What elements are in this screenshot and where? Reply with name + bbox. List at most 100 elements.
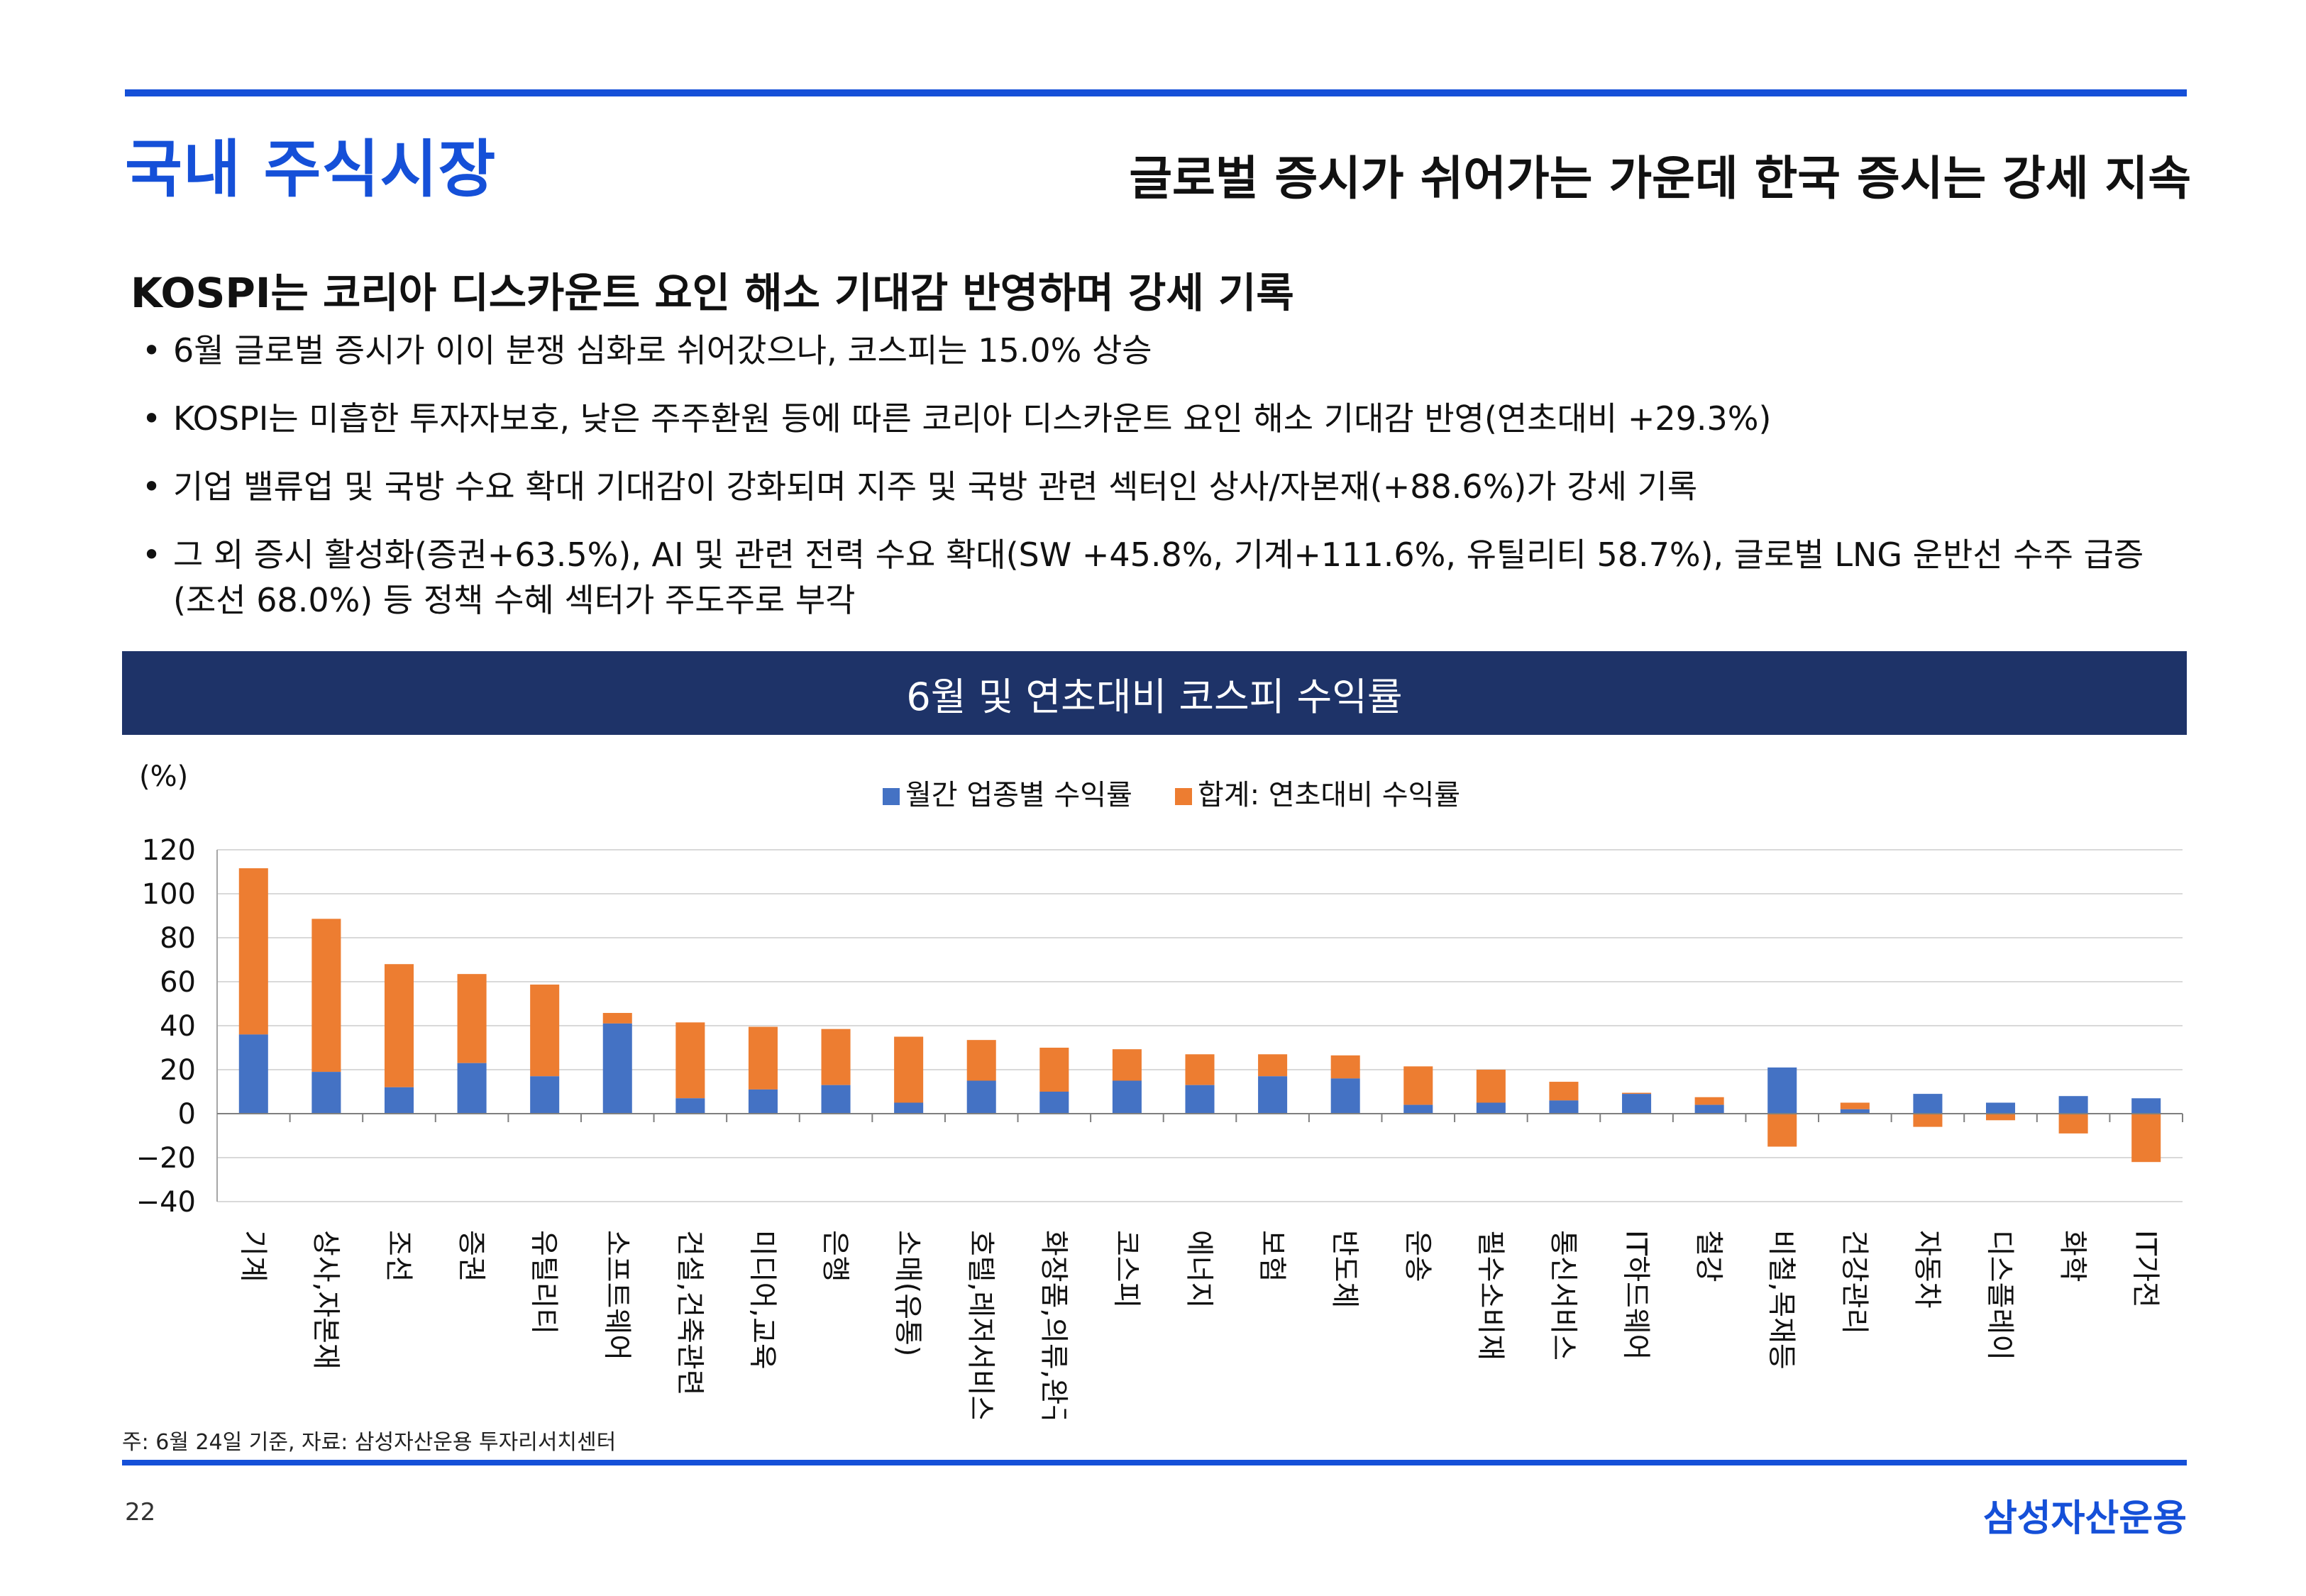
bar-monthly xyxy=(675,1098,705,1114)
bar-monthly xyxy=(1986,1102,2016,1114)
x-category-label: 통신서비스 xyxy=(1547,1230,1579,1361)
bar-ytd xyxy=(2131,1114,2161,1163)
bar-monthly xyxy=(1039,1092,1069,1114)
bullet-item: 기업 밸류업 및 국방 수요 확대 기대감이 강화되며 지주 및 국방 관련 섹… xyxy=(142,464,2185,509)
bullet-item: 그 외 증시 활성화(증권+63.5%), AI 및 관련 전력 수요 확대(S… xyxy=(142,532,2185,623)
y-tick-label: −40 xyxy=(136,1186,196,1219)
x-category-label: 은행 xyxy=(819,1230,851,1282)
bar-ytd xyxy=(894,1036,924,1103)
y-tick-label: 20 xyxy=(160,1054,196,1087)
x-category-label: 비철,목재등 xyxy=(1765,1230,1798,1370)
bar-ytd xyxy=(238,868,268,1035)
bar-monthly xyxy=(1549,1100,1579,1114)
bar-ytd xyxy=(602,1013,632,1024)
bar-monthly xyxy=(1840,1109,1870,1114)
returns-chart: 120 100 80 60 40 20 0 −20 −40 기계 상사,자본재 조선 증권 유틸리티 소프… xyxy=(136,760,2183,1419)
bar-monthly xyxy=(2058,1096,2088,1114)
bar-ytd xyxy=(1185,1054,1215,1085)
x-category-label: 상사,자본재 xyxy=(309,1230,342,1370)
bar-monthly xyxy=(1622,1094,1652,1114)
y-tick-label: −20 xyxy=(136,1142,196,1175)
y-tick-label: 120 xyxy=(142,834,196,867)
y-tick-label: 100 xyxy=(142,878,196,911)
bar-monthly xyxy=(821,1085,851,1114)
x-category-label: IT하드웨어 xyxy=(1620,1230,1653,1360)
bar-ytd xyxy=(311,919,341,1073)
bar-ytd xyxy=(1403,1066,1433,1105)
y-tick-labels: 120 100 80 60 40 20 0 −20 −40 xyxy=(136,834,196,1219)
legend-swatch-ytd xyxy=(1175,788,1192,805)
bar-monthly xyxy=(1476,1102,1506,1114)
subheading: KOSPI는 코리아 디스카운트 요인 해소 기대감 반영하며 강세 기록 xyxy=(131,269,1294,317)
legend-swatch-monthly xyxy=(883,788,900,805)
x-category-label: 건설,건축관련 xyxy=(673,1230,706,1396)
bar-monthly xyxy=(1258,1076,1288,1114)
bar-monthly xyxy=(1694,1104,1724,1114)
x-category-label: 디스플레이 xyxy=(1984,1230,2017,1361)
x-category-label: IT가전 xyxy=(2129,1230,2162,1308)
bar-ytd xyxy=(748,1026,778,1090)
bar-ytd xyxy=(1840,1102,1870,1109)
y-tick-label: 80 xyxy=(160,922,196,955)
x-category-label: 소프트웨어 xyxy=(600,1230,633,1361)
x-category-label: 유틸리티 xyxy=(528,1230,561,1334)
bullet-list: 6월 글로벌 증시가 이이 분쟁 심화로 쉬어갔으나, 코스피는 15.0% 상… xyxy=(142,328,2185,645)
y-tick-label: 0 xyxy=(178,1098,196,1131)
brand-logo: 삼성자산운용 xyxy=(1982,1497,2187,1540)
bar-ytd xyxy=(1694,1097,1724,1105)
x-category-label: 보험 xyxy=(1256,1230,1289,1282)
bar-monthly xyxy=(1767,1067,1797,1114)
bar-monthly xyxy=(602,1023,632,1114)
bar-ytd xyxy=(530,985,560,1077)
bar-monthly xyxy=(384,1087,414,1114)
bar-ytd xyxy=(1986,1114,2016,1121)
bar-ytd xyxy=(675,1022,705,1099)
bar-monthly xyxy=(966,1080,996,1114)
bar-monthly xyxy=(748,1089,778,1114)
legend-label-ytd: 합계: 연초대비 수익률 xyxy=(1198,779,1460,811)
bar-ytd xyxy=(1549,1082,1579,1101)
bar-ytd xyxy=(1039,1048,1069,1092)
bar-ytd xyxy=(1767,1114,1797,1147)
bar-monthly xyxy=(894,1102,924,1114)
x-category-labels: 기계 상사,자본재 조선 증권 유틸리티 소프트웨어 건설,건축관련 미디어,교육 은행 소매(유… xyxy=(236,1230,2161,1419)
bar-monthly xyxy=(1403,1104,1433,1114)
x-category-label: 소매(유통) xyxy=(892,1230,925,1356)
bar-ytd xyxy=(1112,1049,1142,1081)
chart-bars xyxy=(238,868,2161,1163)
bar-ytd xyxy=(966,1040,996,1081)
footnote: 주: 6월 24일 기준, 자료: 삼성자산운용 투자리서치센터 xyxy=(122,1430,617,1455)
bullet-item: KOSPI는 미흡한 투자자보호, 낮은 주주환원 등에 따른 코리아 디스카운… xyxy=(142,396,2185,441)
x-category-label: 반도체 xyxy=(1328,1230,1361,1308)
legend-label-monthly: 월간 업종별 수익률 xyxy=(905,779,1132,811)
page-number: 22 xyxy=(125,1498,156,1526)
bar-monthly xyxy=(311,1072,341,1114)
chart-axes xyxy=(216,850,2183,1202)
bar-ytd xyxy=(2058,1114,2088,1134)
x-category-label: 철강 xyxy=(1692,1230,1725,1282)
x-category-label: 미디어,교육 xyxy=(746,1230,778,1370)
section-title: 국내 주식시장 xyxy=(125,133,497,206)
bar-monthly xyxy=(1330,1078,1360,1114)
x-category-label: 필수소비재 xyxy=(1474,1230,1506,1361)
y-tick-label: 40 xyxy=(160,1010,196,1043)
chart-title-banner: 6월 및 연초대비 코스피 수익률 xyxy=(122,651,2187,735)
bar-ytd xyxy=(457,974,487,1063)
bar-monthly xyxy=(530,1076,560,1114)
bar-monthly xyxy=(238,1034,268,1114)
page-headline: 글로벌 증시가 쉬어가는 가운데 한국 증시는 강세 지속 xyxy=(1129,151,2191,206)
bar-ytd xyxy=(384,964,414,1087)
bar-monthly xyxy=(2131,1098,2161,1114)
bar-ytd xyxy=(821,1029,851,1085)
bottom-divider xyxy=(122,1460,2187,1465)
bar-monthly xyxy=(1185,1085,1215,1114)
x-category-label: 건강관리 xyxy=(1838,1230,1870,1334)
bar-ytd xyxy=(1476,1070,1506,1103)
x-category-label: 증권 xyxy=(455,1230,487,1282)
bullet-item: 6월 글로벌 증시가 이이 분쟁 심화로 쉬어갔으나, 코스피는 15.0% 상… xyxy=(142,328,2185,373)
bar-ytd xyxy=(1330,1055,1360,1079)
top-divider xyxy=(125,89,2187,96)
x-category-label: 기계 xyxy=(236,1230,269,1282)
bar-monthly xyxy=(1112,1080,1142,1114)
x-category-label: 호텔,레저서비스 xyxy=(964,1230,997,1419)
